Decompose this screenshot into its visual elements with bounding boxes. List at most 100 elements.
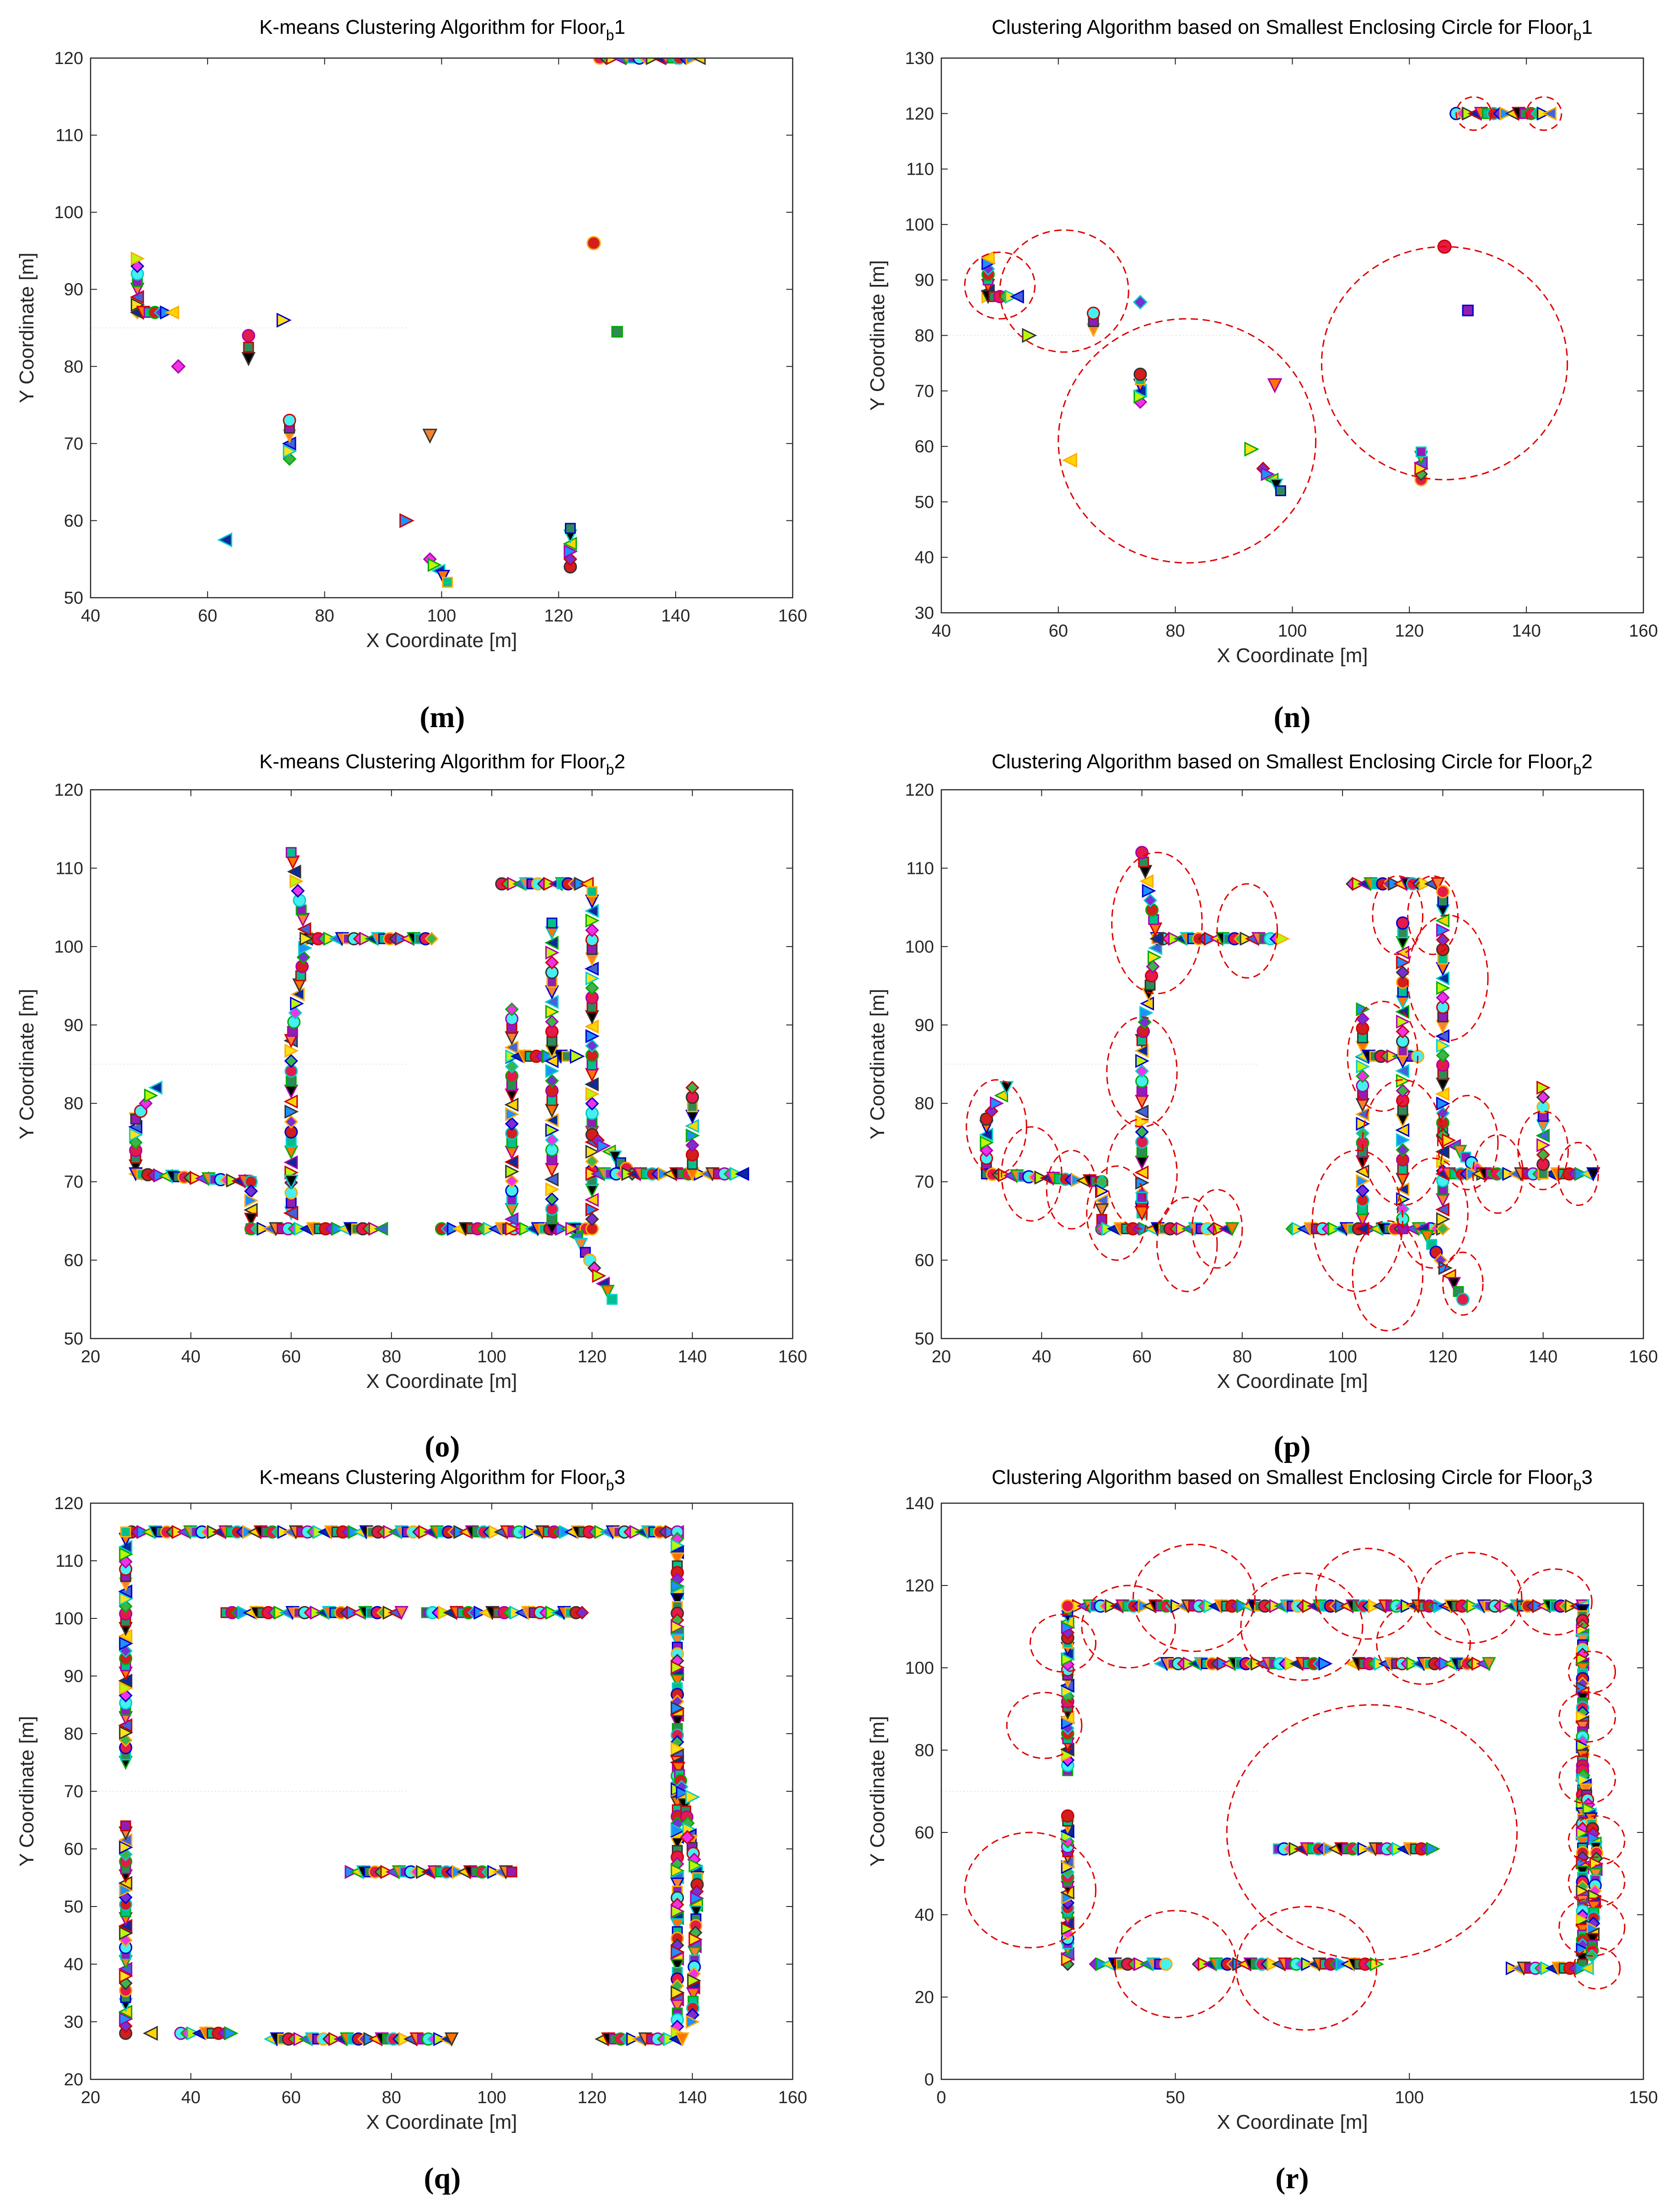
enclosing-circle	[1557, 1141, 1599, 1206]
data-point	[120, 1526, 131, 1537]
data-point	[297, 922, 311, 937]
y-axis-label: Y Coordinate [m]	[16, 252, 38, 403]
enclosing-circle	[1352, 1220, 1424, 1332]
data-point	[422, 428, 438, 444]
data-point	[565, 523, 576, 534]
enclosing-circle	[1001, 1126, 1063, 1222]
data-point	[119, 1883, 134, 1897]
enclosing-circle	[1156, 1196, 1218, 1292]
data-point	[1276, 932, 1290, 946]
chart-o: 20 40 60 80 100 120 140 160 50 60 70 80 90 100 110 120 X…	[16, 750, 807, 1463]
data-point	[545, 1123, 560, 1137]
data-point	[990, 1096, 1004, 1111]
chart-title-text: Clustering Algorithm based on Smallest E…	[992, 750, 1573, 773]
data-point	[564, 544, 578, 559]
data-point	[671, 1985, 685, 2000]
data-point	[980, 1135, 994, 1150]
data-point	[688, 1932, 703, 1947]
markers-group	[964, 1543, 1626, 2031]
data-point	[685, 1138, 699, 1152]
data-point	[224, 2026, 239, 2041]
y-tick-label: 90	[915, 1016, 934, 1035]
y-tick-label: 100	[905, 215, 934, 235]
data-point	[585, 1029, 600, 1044]
panel-label: (m)	[420, 701, 465, 734]
x-tick-label: 160	[778, 606, 807, 626]
data-point	[119, 1969, 134, 1983]
data-point	[1138, 1015, 1152, 1029]
x-tick-label: 60	[281, 2088, 301, 2107]
chart-title-subscript: b	[1573, 761, 1582, 778]
data-point	[592, 1269, 607, 1283]
markers-group	[964, 96, 1568, 564]
chart-title-text: K-means Clustering Algorithm for Floor	[259, 750, 606, 773]
markers-group	[128, 847, 749, 1305]
enclosing-circle	[1240, 1572, 1363, 1681]
data-point	[612, 58, 626, 65]
y-tick-label: 90	[64, 280, 83, 300]
data-point	[671, 1660, 685, 1675]
enclosing-circle	[1418, 1552, 1523, 1644]
enclosing-circle	[1372, 875, 1424, 955]
data-point	[651, 58, 666, 65]
data-point	[585, 913, 600, 928]
enclosing-circle	[1558, 1753, 1616, 1805]
data-point	[687, 1946, 702, 1961]
enclosing-circle	[1558, 1692, 1616, 1743]
y-tick-label: 80	[64, 1094, 83, 1114]
y-tick-label: 90	[64, 1016, 83, 1035]
y-tick-label: 50	[915, 1329, 934, 1349]
y-tick-label: 60	[915, 1823, 934, 1842]
chart-title-subscript: b	[606, 1477, 614, 1494]
plot-area	[91, 58, 793, 598]
data-point	[148, 1081, 163, 1095]
data-point	[1536, 1138, 1551, 1152]
data-point	[1436, 933, 1450, 947]
x-tick-label: 40	[932, 621, 951, 641]
data-point	[1139, 874, 1154, 889]
axes-frame	[940, 789, 1644, 1339]
data-point	[999, 1081, 1014, 1095]
plot-area	[91, 790, 793, 1339]
data-point	[585, 971, 600, 985]
chart-title-number: 1	[614, 16, 625, 38]
data-point	[505, 1107, 520, 1121]
y-axis-label: Y Coordinate [m]	[16, 989, 38, 1139]
data-point	[585, 1097, 599, 1111]
y-tick-label: 100	[905, 937, 934, 957]
data-point	[1536, 1081, 1551, 1095]
y-tick-label: 70	[64, 434, 83, 454]
data-point	[680, 1830, 695, 1845]
y-tick-label: 120	[905, 104, 934, 123]
enclosing-circle	[1311, 1150, 1404, 1292]
y-tick-label: 40	[915, 1906, 934, 1925]
data-point	[1420, 1230, 1434, 1244]
data-point	[1436, 885, 1449, 899]
y-tick-label: 30	[64, 2013, 83, 2032]
x-tick-label: 40	[181, 1347, 200, 1366]
data-point	[586, 236, 601, 251]
data-point	[1261, 467, 1275, 482]
data-point	[1481, 1657, 1496, 1671]
chart-r: 0 50 100 150 0 20 40 60 80 100 120 140 X Coordinate …	[866, 1466, 1658, 2195]
data-point	[296, 950, 311, 964]
enclosing-circle	[1347, 1001, 1419, 1112]
y-tick-label: 110	[55, 126, 83, 145]
data-point	[670, 1552, 685, 1567]
data-point	[1095, 1184, 1110, 1199]
chart-title-text: K-means Clustering Algorithm for Floor	[259, 16, 606, 38]
enclosing-circle	[1362, 1079, 1444, 1206]
data-point	[670, 1959, 685, 1973]
data-point	[545, 1064, 560, 1078]
data-point	[505, 1060, 519, 1074]
chart-title-number: 2	[614, 750, 625, 773]
data-point	[1244, 441, 1260, 457]
y-tick-label: 130	[905, 49, 934, 68]
data-point	[596, 1139, 611, 1153]
data-point	[585, 1154, 599, 1168]
data-point	[293, 894, 306, 907]
y-tick-label: 100	[905, 1659, 934, 1678]
data-point	[687, 1973, 702, 1988]
data-point	[671, 1762, 686, 1776]
